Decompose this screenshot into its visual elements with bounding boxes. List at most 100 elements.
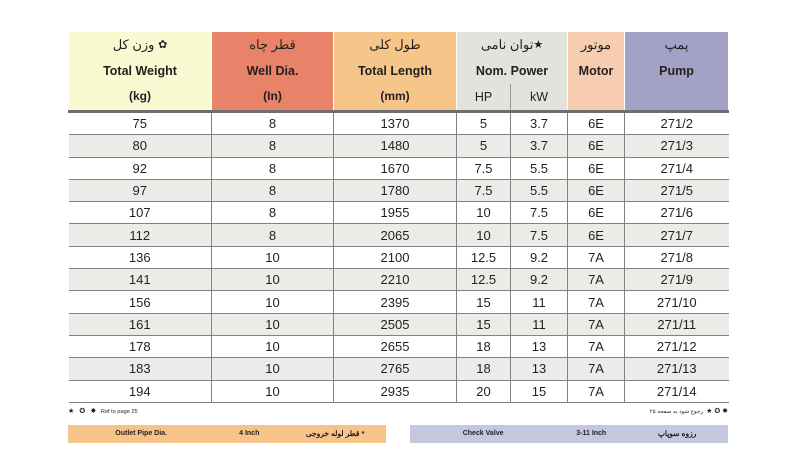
cell-total-weight: 183 bbox=[68, 357, 212, 381]
cell-hp: 15 bbox=[456, 290, 511, 314]
table-row: 183 10 2765 18 13 7A 271/13 bbox=[68, 357, 729, 381]
cell-kw: 13 bbox=[509, 335, 568, 359]
table-row: 112 8 2065 10 7.5 6E 271/7 bbox=[68, 223, 729, 247]
col-header-total-weight-fa: ✿ وزن کل bbox=[68, 32, 212, 58]
cell-motor: 7A bbox=[567, 335, 625, 359]
cell-motor: 7A bbox=[567, 268, 625, 292]
col-subheader-hp: HP bbox=[456, 84, 511, 113]
col-header-total-weight-en: Total Weight bbox=[68, 58, 212, 84]
cell-well-dia: 10 bbox=[211, 313, 334, 336]
col-unit-total-weight: (kg) bbox=[68, 84, 212, 113]
cell-kw: 13 bbox=[509, 357, 568, 381]
col-header-well-dia-en: Well Dia. bbox=[211, 58, 334, 84]
cell-total-weight: 178 bbox=[68, 335, 212, 359]
pump-specification-table: ✿ وزن کل قطر چاه طول کلی ★توان نامی موتو… bbox=[68, 32, 730, 403]
footnote-line: ★ ✪ ✸ Ref to page 25 ✸ ✪ ★رجوع شود به صفح… bbox=[68, 406, 728, 421]
cell-pump: 271/5 bbox=[624, 179, 729, 203]
cell-well-dia: 8 bbox=[211, 179, 334, 203]
cell-pump: 271/7 bbox=[624, 223, 729, 247]
bottom-bars: Outlet Pipe Dia. 4 Inch * قطر لوله خروجی… bbox=[68, 424, 728, 443]
footnote-left: ★ ✪ ✸ Ref to page 25 bbox=[68, 406, 141, 418]
cell-hp: 10 bbox=[456, 201, 511, 225]
table-row: 141 10 2210 12.5 9.2 7A 271/9 bbox=[68, 268, 729, 292]
cell-pump: 271/11 bbox=[624, 313, 729, 336]
cell-total-weight: 141 bbox=[68, 268, 212, 292]
cell-hp: 15 bbox=[456, 313, 511, 336]
cell-total-weight: 156 bbox=[68, 290, 212, 314]
footnote-symbols-rtl-icon: ✸ ✪ ★ bbox=[706, 407, 728, 415]
cell-pump: 271/9 bbox=[624, 268, 729, 292]
check-valve-label-en: Check Valve bbox=[462, 430, 504, 438]
cell-motor: 7A bbox=[567, 313, 625, 336]
cell-hp: 12.5 bbox=[456, 268, 511, 292]
cell-total-weight: 136 bbox=[68, 246, 212, 270]
cell-pump: 271/13 bbox=[624, 357, 729, 381]
col-header-motor-en: Motor bbox=[567, 58, 626, 84]
cell-pump: 271/4 bbox=[624, 157, 729, 180]
cell-motor: 6E bbox=[567, 134, 625, 158]
cell-total-length: 2100 bbox=[333, 246, 457, 270]
cell-hp: 18 bbox=[456, 335, 511, 359]
cell-hp: 7.5 bbox=[456, 179, 511, 203]
cell-total-length: 2065 bbox=[333, 223, 457, 247]
cell-pump: 271/10 bbox=[624, 290, 729, 314]
cell-well-dia: 10 bbox=[211, 290, 334, 314]
cell-motor: 6E bbox=[567, 179, 625, 203]
col-subheader-kw: kW bbox=[509, 84, 568, 113]
outlet-pipe-dia-value: 4 Inch bbox=[239, 430, 260, 438]
cell-well-dia: 8 bbox=[211, 134, 334, 158]
cell-kw: 9.2 bbox=[509, 268, 568, 292]
cell-total-weight: 92 bbox=[68, 157, 212, 180]
col-header-well-dia-fa: قطر چاه bbox=[211, 32, 334, 58]
cell-total-weight: 75 bbox=[68, 111, 212, 136]
header-row-units: (kg) (In) (mm) HP kW bbox=[68, 84, 730, 113]
col-unit-pump bbox=[624, 84, 730, 113]
col-unit-well-dia: (In) bbox=[211, 84, 334, 113]
cell-motor: 7A bbox=[567, 290, 625, 314]
cell-pump: 271/12 bbox=[624, 335, 729, 359]
cell-total-weight: 80 bbox=[68, 134, 212, 158]
cell-well-dia: 8 bbox=[211, 111, 334, 136]
col-header-total-weight-fa-text: وزن کل bbox=[112, 36, 155, 52]
cell-kw: 11 bbox=[509, 313, 568, 336]
cell-motor: 7A bbox=[567, 246, 625, 270]
cell-total-length: 1480 bbox=[333, 134, 457, 158]
outlet-pipe-dia-label-fa: * قطر لوله خروجی bbox=[305, 429, 365, 439]
footnote-right: ✸ ✪ ★رجوع شود به صفحه ۲۵ bbox=[647, 406, 728, 418]
cell-kw: 3.7 bbox=[509, 134, 568, 158]
cell-motor: 7A bbox=[567, 357, 625, 381]
cell-hp: 5 bbox=[456, 111, 511, 136]
cell-motor: 6E bbox=[567, 157, 625, 180]
cell-kw: 7.5 bbox=[509, 201, 568, 225]
col-unit-motor bbox=[567, 84, 626, 113]
cell-well-dia: 10 bbox=[211, 268, 334, 292]
cell-total-length: 2210 bbox=[333, 268, 457, 292]
cell-total-weight: 107 bbox=[68, 201, 212, 225]
cell-motor: 6E bbox=[567, 201, 625, 225]
check-valve-value: 3-11 Inch bbox=[576, 430, 607, 438]
cell-hp: 10 bbox=[456, 223, 511, 247]
cell-well-dia: 10 bbox=[211, 357, 334, 381]
outlet-pipe-dia-label-en: Outlet Pipe Dia. bbox=[115, 430, 167, 438]
col-header-nom-power-fa: ★توان نامی bbox=[455, 32, 569, 58]
check-valve-label-fa: رزوه سوپاپ bbox=[657, 429, 697, 439]
table-header: ✿ وزن کل قطر چاه طول کلی ★توان نامی موتو… bbox=[68, 32, 730, 113]
col-header-nom-power-fa-text: توان نامی bbox=[480, 36, 534, 52]
col-header-total-length-en: Total Length bbox=[333, 58, 457, 84]
gear-icon: ✿ bbox=[158, 38, 168, 51]
cell-well-dia: 8 bbox=[211, 223, 334, 247]
cell-total-length: 1955 bbox=[333, 201, 457, 225]
cell-hp: 5 bbox=[456, 134, 511, 158]
table-row: 161 10 2505 15 11 7A 271/11 bbox=[68, 313, 729, 336]
table-row: 97 8 1780 7.5 5.5 6E 271/5 bbox=[68, 179, 729, 203]
cell-total-weight: 194 bbox=[68, 380, 212, 403]
table-row: 178 10 2655 18 13 7A 271/12 bbox=[68, 335, 729, 359]
cell-total-length: 2935 bbox=[333, 380, 457, 403]
col-header-nom-power-en: Nom. Power bbox=[455, 58, 569, 84]
table-row: 80 8 1480 5 3.7 6E 271/3 bbox=[68, 134, 729, 158]
cell-hp: 18 bbox=[456, 357, 511, 381]
outlet-pipe-dia-bar: Outlet Pipe Dia. 4 Inch * قطر لوله خروجی bbox=[68, 424, 386, 443]
table-row: 156 10 2395 15 11 7A 271/10 bbox=[68, 290, 729, 314]
header-row-fa: ✿ وزن کل قطر چاه طول کلی ★توان نامی موتو… bbox=[68, 32, 730, 58]
header-row-en: Total Weight Well Dia. Total Length Nom.… bbox=[68, 58, 730, 84]
